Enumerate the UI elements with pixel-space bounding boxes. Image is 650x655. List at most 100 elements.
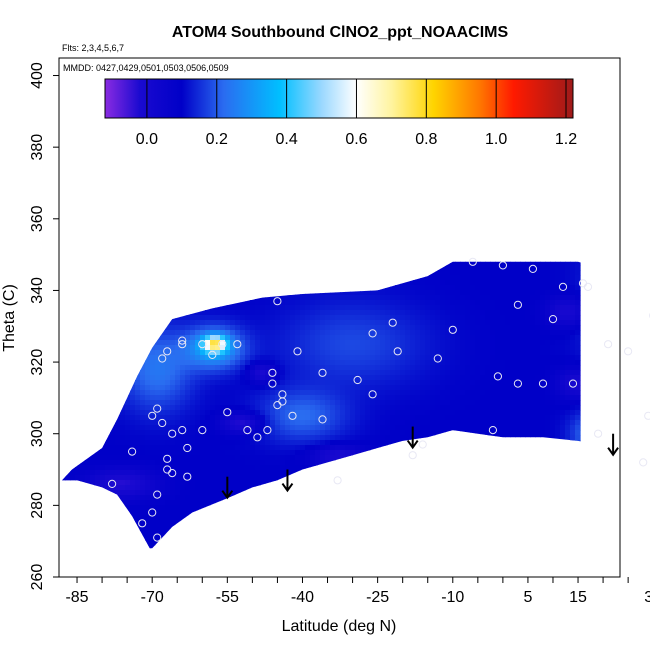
field-cell <box>445 250 451 256</box>
field-cell <box>235 495 241 501</box>
field-cell <box>100 425 106 431</box>
field-cell <box>160 380 166 386</box>
field-cell <box>340 465 346 471</box>
field-cell <box>235 395 241 401</box>
field-cell <box>130 430 136 436</box>
field-cell <box>140 380 146 386</box>
field-cell <box>85 295 91 301</box>
field-cell <box>185 430 191 436</box>
field-cell <box>345 505 351 511</box>
field-cell <box>305 545 311 549</box>
field-cell <box>450 480 456 486</box>
field-cell <box>375 290 381 296</box>
field-cell <box>235 400 241 406</box>
field-cell <box>160 305 166 311</box>
field-cell <box>135 320 141 326</box>
field-cell <box>160 330 166 336</box>
field-cell <box>185 370 191 376</box>
field-cell <box>150 385 156 391</box>
field-cell <box>105 460 111 466</box>
field-cell <box>450 360 456 366</box>
field-cell <box>110 275 116 281</box>
field-cell <box>400 385 406 391</box>
field-cell <box>245 440 251 446</box>
field-cell <box>62 335 66 341</box>
field-cell <box>445 460 451 466</box>
field-cell <box>330 535 336 541</box>
field-cell <box>400 370 406 376</box>
field-cell <box>415 315 421 321</box>
field-cell <box>370 261 376 266</box>
field-cell <box>75 400 81 406</box>
field-cell <box>415 465 421 471</box>
field-cell <box>330 490 336 496</box>
field-cell <box>155 335 161 341</box>
field-cell <box>390 345 396 351</box>
field-cell <box>305 325 311 331</box>
field-cell <box>370 525 376 531</box>
field-cell <box>62 505 66 511</box>
field-cell <box>435 415 441 421</box>
field-cell <box>180 450 186 456</box>
field-cell <box>305 415 311 421</box>
field-cell <box>175 275 181 281</box>
field-cell <box>425 530 431 536</box>
field-cell <box>310 520 316 526</box>
field-cell <box>430 470 436 476</box>
field-cell <box>410 255 416 261</box>
field-cell <box>70 405 76 411</box>
field-cell <box>100 495 106 501</box>
field-cell <box>435 480 441 486</box>
field-cell <box>320 480 326 486</box>
field-cell <box>155 290 161 296</box>
field-cell <box>110 430 116 436</box>
field-cell <box>200 420 206 426</box>
field-cell <box>120 280 126 286</box>
field-cell <box>175 390 181 396</box>
field-cell <box>365 475 371 481</box>
field-cell <box>410 290 416 296</box>
field-cell <box>215 320 221 326</box>
field-cell <box>105 280 111 286</box>
field-cell <box>420 495 426 501</box>
field-cell <box>150 520 156 526</box>
field-cell <box>360 475 366 481</box>
field-cell <box>240 255 246 261</box>
field-cell <box>160 490 166 496</box>
field-cell <box>320 290 326 296</box>
field-cell <box>395 395 401 401</box>
field-cell <box>340 285 346 291</box>
field-cell <box>125 445 131 451</box>
field-cell <box>195 261 201 266</box>
field-cell <box>80 435 86 441</box>
field-cell <box>380 460 386 466</box>
field-cell <box>145 270 151 276</box>
field-cell <box>170 430 176 436</box>
field-cell <box>410 470 416 476</box>
field-cell <box>155 365 161 371</box>
field-cell <box>215 315 221 321</box>
field-cell <box>305 385 311 391</box>
field-cell <box>115 525 121 531</box>
field-cell <box>335 290 341 296</box>
field-cell <box>310 270 316 276</box>
field-cell <box>130 415 136 421</box>
field-cell <box>195 485 201 491</box>
field-cell <box>300 415 306 421</box>
field-cell <box>450 420 456 426</box>
field-cell <box>195 440 201 446</box>
field-cell <box>215 395 221 401</box>
field-cell <box>460 490 466 496</box>
field-cell <box>62 450 66 456</box>
field-cell <box>335 490 341 496</box>
field-cell <box>170 395 176 401</box>
field-cell <box>62 365 66 371</box>
field-cell <box>360 325 366 331</box>
field-cell <box>220 280 226 286</box>
field-cell <box>365 315 371 321</box>
field-cell <box>460 370 466 376</box>
field-cell <box>365 405 371 411</box>
field-cell <box>435 365 441 371</box>
field-cell <box>100 400 106 406</box>
field-cell <box>345 450 351 456</box>
